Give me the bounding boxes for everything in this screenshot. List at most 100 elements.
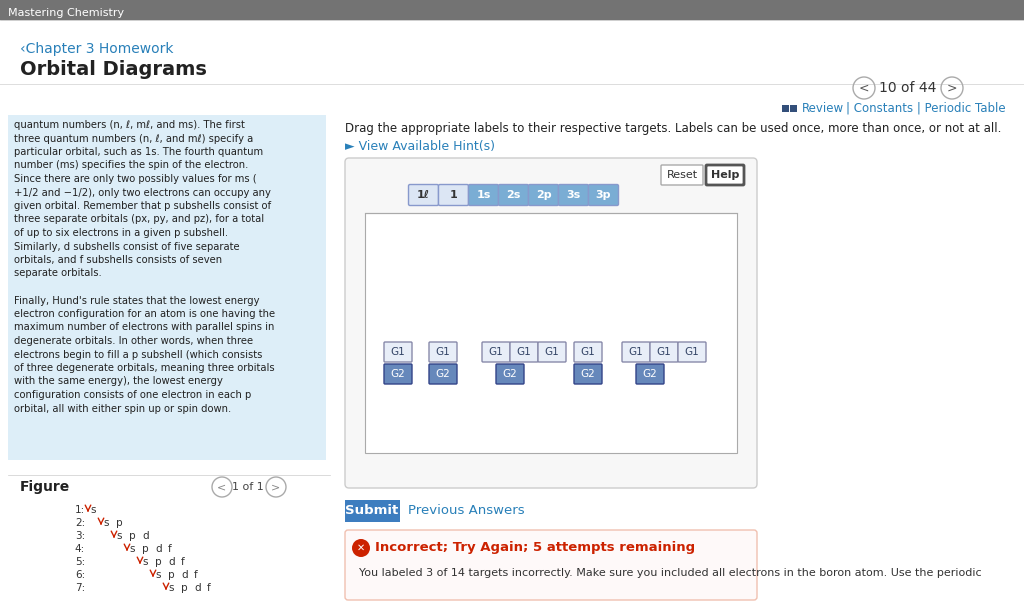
Text: of three degenerate orbitals, meaning three orbitals: of three degenerate orbitals, meaning th… <box>14 363 274 373</box>
Text: electrons begin to fill a p subshell (which consists: electrons begin to fill a p subshell (wh… <box>14 350 262 359</box>
FancyBboxPatch shape <box>528 184 558 206</box>
Text: 1:: 1: <box>75 505 85 515</box>
FancyBboxPatch shape <box>384 342 412 362</box>
Text: Figure: Figure <box>20 480 71 494</box>
Text: particular orbital, such as 1s. The fourth quantum: particular orbital, such as 1s. The four… <box>14 147 263 157</box>
Text: three separate orbitals (px, py, and pz), for a total: three separate orbitals (px, py, and pz)… <box>14 215 264 224</box>
Text: Help: Help <box>711 170 739 180</box>
Text: G1: G1 <box>545 347 559 357</box>
Text: G1: G1 <box>390 347 406 357</box>
Text: ‹Chapter 3 Homework: ‹Chapter 3 Homework <box>20 42 173 56</box>
FancyBboxPatch shape <box>429 364 457 384</box>
Text: d: d <box>155 544 162 554</box>
Text: Since there are only two possibly values for ms (: Since there are only two possibly values… <box>14 174 257 184</box>
Text: p: p <box>155 557 162 567</box>
Bar <box>365 213 737 453</box>
FancyBboxPatch shape <box>662 165 703 185</box>
Bar <box>0 0 1024 20</box>
Text: 1s: 1s <box>476 190 490 200</box>
Text: d: d <box>168 557 175 567</box>
Text: s: s <box>90 505 95 515</box>
Text: degenerate orbitals. In other words, when three: degenerate orbitals. In other words, whe… <box>14 336 253 346</box>
Text: ✕: ✕ <box>357 543 366 553</box>
Text: >: > <box>271 482 281 492</box>
Text: G2: G2 <box>390 369 406 379</box>
Bar <box>8 115 326 460</box>
Text: 2p: 2p <box>536 190 551 200</box>
Bar <box>782 105 790 112</box>
Text: 7:: 7: <box>75 583 85 593</box>
Text: G2: G2 <box>503 369 517 379</box>
Text: Previous Answers: Previous Answers <box>408 505 524 517</box>
Text: s: s <box>142 557 147 567</box>
Text: 4:: 4: <box>75 544 85 554</box>
Text: G1: G1 <box>629 347 643 357</box>
Text: 2:: 2: <box>75 518 85 528</box>
Text: p: p <box>129 531 135 541</box>
Text: given orbital. Remember that p subshells consist of: given orbital. Remember that p subshells… <box>14 201 271 211</box>
FancyBboxPatch shape <box>345 158 757 488</box>
Text: Mastering Chemistry: Mastering Chemistry <box>8 8 124 18</box>
Text: 3s: 3s <box>566 190 581 200</box>
Text: with the same energy), the lowest energy: with the same energy), the lowest energy <box>14 376 223 387</box>
Text: d: d <box>181 570 187 580</box>
FancyBboxPatch shape <box>558 184 589 206</box>
Text: 2s: 2s <box>506 190 520 200</box>
Text: G1: G1 <box>685 347 699 357</box>
Text: Orbital Diagrams: Orbital Diagrams <box>20 60 207 79</box>
Text: 6:: 6: <box>75 570 85 580</box>
FancyBboxPatch shape <box>469 184 499 206</box>
FancyBboxPatch shape <box>496 364 524 384</box>
Text: orbitals, and f subshells consists of seven: orbitals, and f subshells consists of se… <box>14 255 222 265</box>
Text: +1/2 and −1/2), only two electrons can occupy any: +1/2 and −1/2), only two electrons can o… <box>14 187 271 198</box>
Text: of up to six electrons in a given p subshell.: of up to six electrons in a given p subs… <box>14 228 228 238</box>
Text: G2: G2 <box>643 369 657 379</box>
Text: Incorrect; Try Again; 5 attempts remaining: Incorrect; Try Again; 5 attempts remaini… <box>375 542 695 554</box>
Text: 5:: 5: <box>75 557 85 567</box>
Text: d: d <box>194 583 201 593</box>
Text: Reset: Reset <box>667 170 697 180</box>
Text: f: f <box>207 583 211 593</box>
Text: p: p <box>142 544 148 554</box>
Text: electron configuration for an atom is one having the: electron configuration for an atom is on… <box>14 309 275 319</box>
Bar <box>790 105 797 112</box>
Text: quantum numbers (n, ℓ, mℓ, and ms). The first: quantum numbers (n, ℓ, mℓ, and ms). The … <box>14 120 245 130</box>
Text: three quantum numbers (n, ℓ, and mℓ) specify a: three quantum numbers (n, ℓ, and mℓ) spe… <box>14 134 253 143</box>
Text: p: p <box>168 570 175 580</box>
FancyBboxPatch shape <box>574 364 602 384</box>
FancyBboxPatch shape <box>706 165 744 185</box>
FancyBboxPatch shape <box>574 342 602 362</box>
Text: f: f <box>181 557 184 567</box>
Text: 1ℓ: 1ℓ <box>417 190 430 200</box>
FancyBboxPatch shape <box>438 184 469 206</box>
Text: <: < <box>217 482 226 492</box>
Text: 3p: 3p <box>596 190 611 200</box>
FancyBboxPatch shape <box>589 184 618 206</box>
Text: f: f <box>194 570 198 580</box>
FancyBboxPatch shape <box>510 342 538 362</box>
FancyBboxPatch shape <box>409 184 438 206</box>
Text: maximum number of electrons with parallel spins in: maximum number of electrons with paralle… <box>14 322 274 333</box>
Text: G1: G1 <box>435 347 451 357</box>
Text: s: s <box>116 531 122 541</box>
Text: f: f <box>168 544 172 554</box>
FancyBboxPatch shape <box>384 364 412 384</box>
FancyBboxPatch shape <box>345 530 757 600</box>
FancyBboxPatch shape <box>636 364 664 384</box>
Text: G1: G1 <box>656 347 672 357</box>
Text: s: s <box>103 518 109 528</box>
Text: 10 of 44: 10 of 44 <box>880 81 937 95</box>
Text: 1: 1 <box>450 190 458 200</box>
Text: s: s <box>168 583 173 593</box>
Text: You labeled 3 of 14 targets incorrectly. Make sure you included all electrons in: You labeled 3 of 14 targets incorrectly.… <box>359 568 982 578</box>
Text: Submit: Submit <box>345 505 398 517</box>
FancyBboxPatch shape <box>538 342 566 362</box>
Text: p: p <box>116 518 123 528</box>
Text: Review: Review <box>802 102 844 114</box>
Text: ► View Available Hint(s): ► View Available Hint(s) <box>345 140 495 153</box>
Text: number (ms) specifies the spin of the electron.: number (ms) specifies the spin of the el… <box>14 161 249 170</box>
Text: Drag the appropriate labels to their respective targets. Labels can be used once: Drag the appropriate labels to their res… <box>345 122 1001 135</box>
FancyBboxPatch shape <box>482 342 510 362</box>
Text: G1: G1 <box>517 347 531 357</box>
Text: configuration consists of one electron in each p: configuration consists of one electron i… <box>14 390 251 400</box>
